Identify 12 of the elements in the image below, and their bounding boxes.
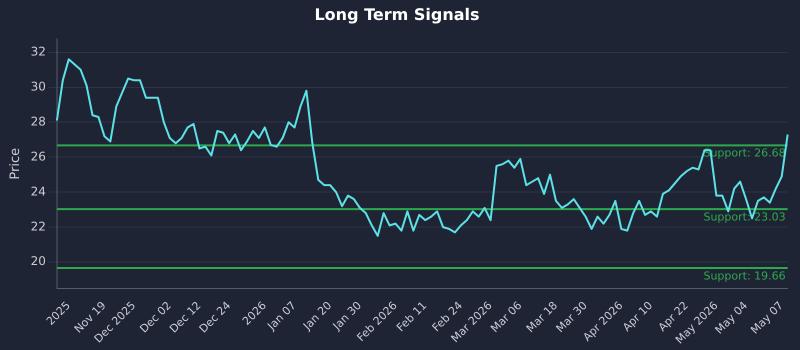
x-tick-label: Jan 07 <box>264 298 299 334</box>
y-tick-label: 22 <box>30 219 46 234</box>
y-tick-label: 28 <box>30 114 46 128</box>
y-tick-label: 26 <box>30 149 46 164</box>
y-tick-label: 20 <box>30 254 46 268</box>
y-axis-title: Price <box>8 148 24 180</box>
ref-line-label: Support: 19.66 <box>703 269 786 282</box>
ref-line-label: Support: 23.03 <box>703 210 786 224</box>
y-tick-label: 30 <box>30 79 46 94</box>
y-tick-label: 32 <box>30 44 46 58</box>
chart-title: Long Term Signals <box>314 4 480 24</box>
y-tick-label: 24 <box>30 184 46 198</box>
